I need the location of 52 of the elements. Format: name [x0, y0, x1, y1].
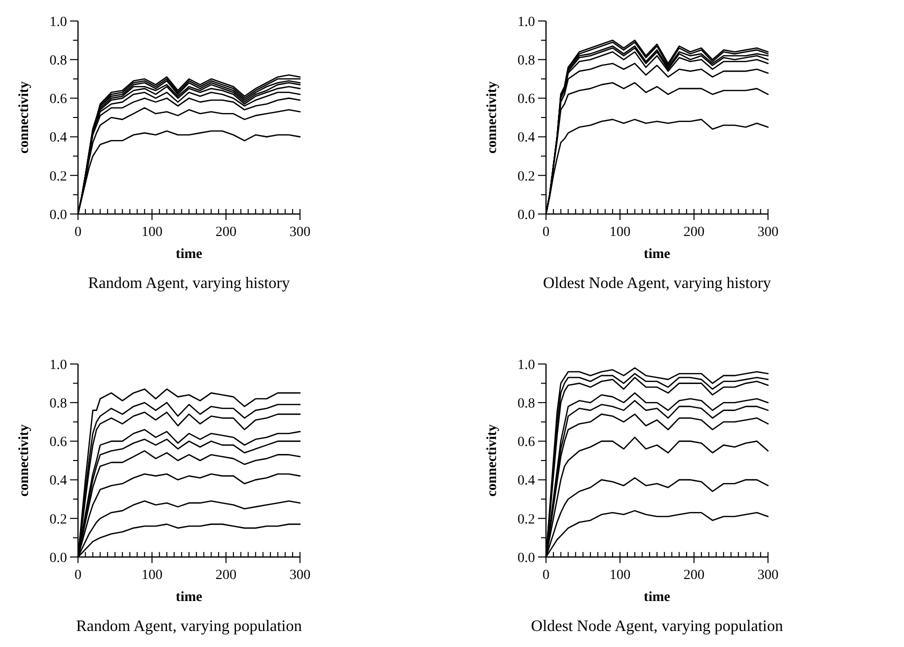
x-tick-label: 300 — [290, 225, 310, 240]
y-tick-label: 1.0 — [518, 358, 535, 373]
y-axis-title: connectivity — [17, 81, 32, 154]
x-tick-label: 300 — [758, 568, 778, 583]
x-tick-label: 300 — [758, 225, 778, 240]
y-tick-label: 0.4 — [50, 474, 67, 489]
x-tick-label: 0 — [74, 568, 82, 583]
y-tick-label: 0.2 — [50, 512, 67, 528]
x-tick-label: 100 — [142, 568, 162, 583]
text: Random Agent, varying population — [76, 618, 302, 635]
y-tick-label: 0.2 — [518, 169, 535, 184]
y-tick-label: 0.6 — [518, 92, 535, 108]
y-tick-label: 0.8 — [50, 54, 67, 68]
x-tick-label: 300 — [290, 568, 310, 583]
y-tick-label: 1.0 — [50, 358, 67, 373]
y-tick-label: 0.8 — [518, 54, 535, 68]
x-tick-label: 200 — [216, 568, 236, 583]
x-tick-label: 200 — [684, 568, 704, 583]
y-tick-label: 1.0 — [518, 14, 535, 30]
y-tick-label: 0.4 — [50, 130, 67, 146]
x-axis-title: time — [644, 590, 670, 605]
y-tick-label: 0.6 — [50, 435, 67, 450]
y-tick-label: 0.2 — [518, 512, 535, 528]
y-tick-label: 0.0 — [518, 208, 535, 223]
x-tick-label: 0 — [542, 225, 550, 240]
y-tick-label: 0.8 — [518, 396, 535, 412]
x-tick-label: 100 — [142, 225, 162, 240]
text: Oldest Node Agent, varying history — [543, 275, 771, 292]
y-tick-label: 0.4 — [518, 130, 535, 146]
x-tick-label: 100 — [610, 225, 630, 240]
x-tick-label: 200 — [216, 225, 236, 240]
y-tick-label: 0.8 — [50, 396, 67, 412]
text: Oldest Node Agent, varying population — [531, 618, 783, 635]
y-tick-label: 0.6 — [518, 435, 535, 450]
y-tick-label: 0.2 — [50, 169, 67, 184]
y-tick-label: 1.0 — [50, 14, 67, 30]
y-axis-title: connectivity — [485, 424, 500, 497]
x-axis-title: time — [176, 247, 202, 262]
x-axis-title: time — [644, 247, 670, 262]
y-tick-label: 0.6 — [50, 92, 67, 108]
x-tick-label: 200 — [684, 225, 704, 240]
y-axis-title: connectivity — [17, 424, 32, 497]
y-tick-label: 0.4 — [518, 474, 535, 489]
y-tick-label: 0.0 — [518, 550, 535, 566]
y-tick-label: 0.0 — [50, 550, 67, 566]
y-axis-title: connectivity — [485, 81, 500, 154]
text: Random Agent, varying history — [88, 275, 290, 292]
y-tick-label: 0.0 — [50, 208, 67, 223]
x-tick-label: 0 — [542, 568, 550, 583]
x-tick-label: 100 — [610, 568, 630, 583]
x-axis-title: time — [176, 590, 202, 605]
x-tick-label: 0 — [74, 225, 82, 240]
